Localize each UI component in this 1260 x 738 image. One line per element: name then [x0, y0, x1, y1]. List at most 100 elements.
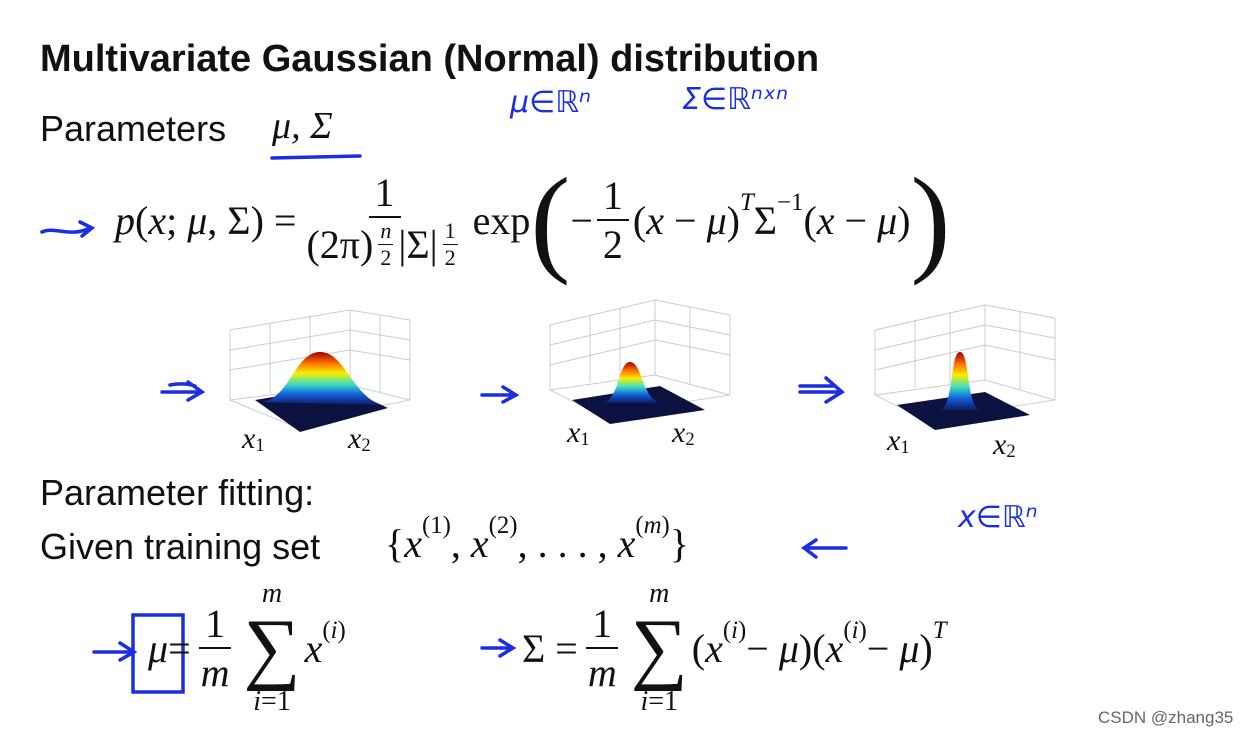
- summation: m ∑ i=1: [244, 580, 301, 716]
- math-text: x: [304, 625, 323, 671]
- sum-lower: i=1: [253, 686, 291, 717]
- superscript: (i): [322, 616, 346, 644]
- fitting-heading: Parameter fitting:: [40, 472, 315, 513]
- superscript: (i): [722, 616, 747, 644]
- numerator: 1: [199, 600, 232, 649]
- superscript: T: [932, 616, 947, 644]
- paren: ): [910, 153, 951, 286]
- math-text: (x: [691, 625, 723, 671]
- training-set: {x (1), x (2), . . . , x (m)}: [385, 512, 689, 567]
- math-text: p(x; μ, Σ) =: [115, 197, 297, 243]
- slide-title: Multivariate Gaussian (Normal) distribut…: [40, 38, 820, 80]
- superscript: (2): [488, 512, 518, 540]
- math-text: , . . . , x: [517, 521, 636, 566]
- denominator: (2π) n 2 |Σ| 1 2: [300, 218, 468, 271]
- math-text: μ: [148, 625, 169, 671]
- math-text: 1: [374, 170, 395, 215]
- numerator: 1: [586, 600, 619, 649]
- superscript: T: [739, 188, 754, 216]
- parameters-symbols: μ, Σ: [272, 105, 333, 147]
- given-label: Given training set: [40, 526, 321, 567]
- sum-symbol: ∑: [243, 604, 301, 692]
- math-text: 2: [602, 222, 623, 267]
- math-text: (x − μ): [632, 197, 740, 243]
- math-text: −: [570, 197, 593, 243]
- math-text: 1: [602, 173, 623, 218]
- denominator: 2: [374, 245, 397, 271]
- sigma-formula: Σ = 1 m m ∑ i=1 (x (i) − μ)(x (i) − μ) T: [522, 580, 947, 716]
- watermark: CSDN @zhang35: [1098, 708, 1234, 727]
- subscript: 2: [1006, 440, 1016, 462]
- numerator: n: [378, 218, 394, 245]
- denominator: 2: [597, 221, 629, 268]
- math-text: (x − μ): [803, 197, 911, 243]
- math-text: − μ)(x: [746, 625, 844, 671]
- subscript: 1: [580, 428, 590, 450]
- math-text: }: [669, 521, 689, 566]
- density-lhs: p(x; μ, Σ) = 1 (2π) n 2 |Σ| 1 2 exp: [115, 169, 530, 271]
- math-text: m: [587, 650, 617, 695]
- math-text: n: [380, 218, 392, 243]
- math-text: 2: [380, 245, 392, 270]
- math-text: 1: [444, 218, 456, 243]
- sum-symbol: ∑: [630, 604, 688, 692]
- math-text: exp: [472, 197, 531, 243]
- mu-formula: μ = 1 m m ∑ i=1 x (i): [148, 580, 346, 716]
- density-formula: p(x; μ, Σ) = 1 (2π) n 2 |Σ| 1 2 exp ( −1 2 (x −…: [115, 160, 950, 280]
- ink-marks: [40, 154, 848, 694]
- subscript: 1: [255, 434, 265, 456]
- superscript: −1: [777, 188, 804, 216]
- sum-lower: i=1: [640, 686, 679, 717]
- subscript: 2: [361, 434, 371, 456]
- subscript: 2: [685, 428, 695, 450]
- summation: m ∑ i=1: [631, 580, 688, 716]
- math-text: (2π): [306, 222, 374, 267]
- superscript: (1): [421, 512, 451, 540]
- math-text: Σ =: [522, 625, 578, 671]
- math-text: 2: [444, 245, 456, 270]
- math-text: x: [567, 416, 581, 449]
- numerator: 1: [368, 169, 401, 218]
- math-text: − μ): [866, 625, 933, 671]
- annotation: Σ∈ℝⁿˣⁿ: [682, 82, 789, 117]
- annotation: μ∈ℝⁿ: [510, 85, 591, 120]
- superscript: (m): [635, 512, 670, 540]
- math-text: x: [672, 416, 686, 449]
- paren: (: [530, 153, 571, 286]
- math-text: |Σ|: [398, 222, 438, 267]
- surfaces: [255, 352, 1030, 432]
- sum-upper: m: [649, 578, 670, 609]
- math-text: 1: [205, 601, 226, 646]
- math-text: x: [887, 424, 901, 457]
- numerator: 1: [596, 172, 629, 221]
- denominator: m: [582, 649, 623, 696]
- math-text: 1: [592, 601, 613, 646]
- math-text: m: [200, 650, 230, 695]
- math-text: x: [993, 428, 1007, 461]
- math-text: , x: [450, 521, 489, 566]
- math-text: {x: [385, 521, 422, 566]
- superscript: (i): [843, 616, 867, 644]
- sum-upper: m: [261, 578, 283, 609]
- fraction: 1 (2π) n 2 |Σ| 1 2: [300, 169, 468, 271]
- denominator: m: [195, 649, 236, 696]
- denominator: 2: [439, 245, 462, 271]
- math-text: =: [168, 625, 191, 671]
- math-text: x: [348, 422, 362, 455]
- math-text: Σ: [753, 197, 778, 243]
- exp-body: −1 2 (x − μ) T Σ −1 (x − μ): [570, 172, 910, 268]
- annotation: x∈ℝⁿ: [958, 500, 1038, 535]
- subscript: 1: [900, 436, 910, 458]
